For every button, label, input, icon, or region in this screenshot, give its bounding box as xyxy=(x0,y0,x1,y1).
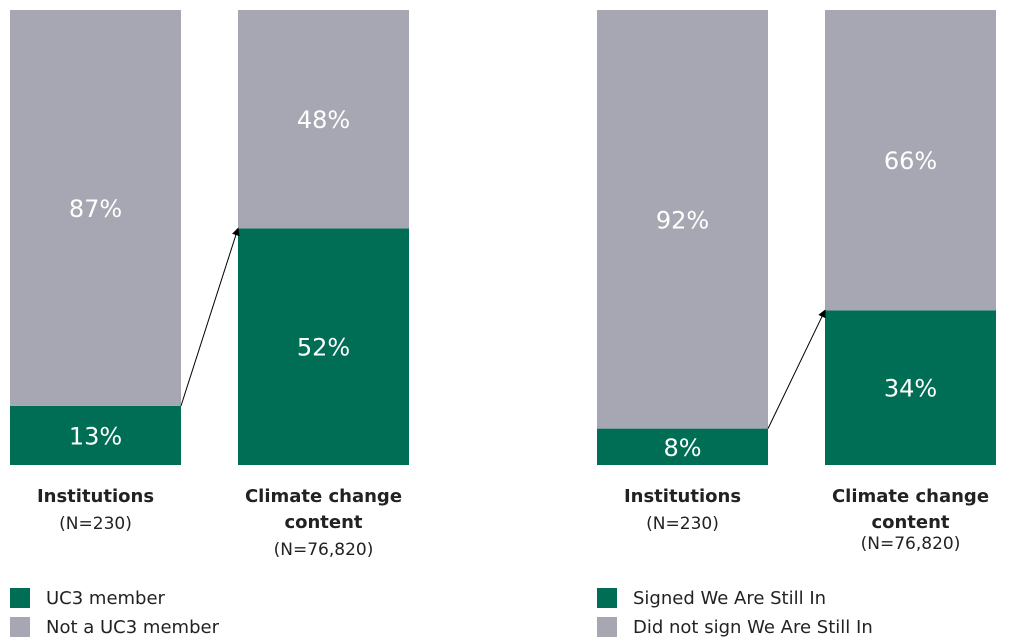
legend-swatch xyxy=(10,617,30,637)
category-label: Institutions xyxy=(36,486,155,507)
value-label: 66% xyxy=(884,147,937,175)
bar-segment xyxy=(597,10,768,429)
value-label: 87% xyxy=(69,195,122,223)
category-subtitle: (N=230) xyxy=(646,514,719,534)
bar-segment xyxy=(238,10,409,229)
bar-segment xyxy=(10,405,181,465)
category-subtitle: (N=230) xyxy=(59,514,132,534)
value-label: 34% xyxy=(884,375,937,403)
legend-swatch xyxy=(10,588,30,608)
legend-label: Signed We Are Still In xyxy=(633,588,826,609)
value-label: 92% xyxy=(656,206,709,234)
bar-segment xyxy=(238,228,409,465)
bar-segment xyxy=(10,10,181,406)
category-label: Climate change content xyxy=(831,486,990,533)
category-label: Institutions xyxy=(623,486,742,507)
value-label: 13% xyxy=(69,422,122,450)
bar-segment xyxy=(597,428,768,465)
connector-arrow xyxy=(767,309,826,429)
legend-label: Not a UC3 member xyxy=(46,617,220,638)
category-subtitle: (N=76,820) xyxy=(273,540,374,560)
legend-swatch xyxy=(597,617,617,637)
value-label: 48% xyxy=(297,106,350,134)
legend-label: UC3 member xyxy=(46,588,166,609)
bar-segment xyxy=(825,10,996,311)
connector-arrow xyxy=(180,227,240,407)
category-subtitle: (N=76,820) xyxy=(860,534,961,554)
category-label: Climate change content xyxy=(244,486,403,533)
value-label: 52% xyxy=(297,334,350,362)
bar-segment xyxy=(825,310,996,465)
value-label: 8% xyxy=(663,434,701,462)
legend-label: Did not sign We Are Still In xyxy=(633,617,873,638)
legend-swatch xyxy=(597,588,617,608)
